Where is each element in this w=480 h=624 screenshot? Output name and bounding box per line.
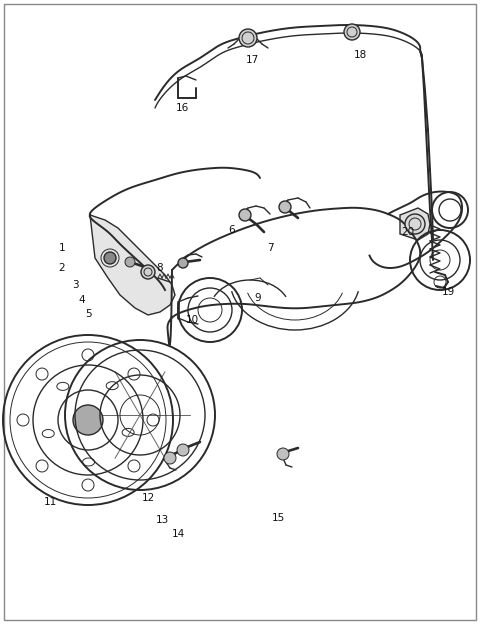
Text: 18: 18 [353,50,367,60]
Circle shape [141,265,155,279]
Circle shape [177,444,189,456]
Polygon shape [90,215,175,315]
Text: 9: 9 [255,293,261,303]
Circle shape [277,448,289,460]
Circle shape [239,29,257,47]
Circle shape [344,24,360,40]
Circle shape [405,214,425,234]
Text: 2: 2 [59,263,65,273]
Text: 1: 1 [59,243,65,253]
Text: 17: 17 [245,55,259,65]
Text: 14: 14 [171,529,185,539]
Text: 20: 20 [401,227,415,237]
Text: 15: 15 [271,513,285,523]
Text: 12: 12 [142,493,155,503]
Text: 5: 5 [84,309,91,319]
Circle shape [164,452,176,464]
Text: 13: 13 [156,515,168,525]
Circle shape [125,257,135,267]
Text: 11: 11 [43,497,57,507]
Text: 6: 6 [228,225,235,235]
Text: 8: 8 [156,263,163,273]
Text: 16: 16 [175,103,189,113]
Text: 3: 3 [72,280,78,290]
Circle shape [279,201,291,213]
Text: 4: 4 [79,295,85,305]
Text: 19: 19 [442,287,455,297]
Polygon shape [400,208,430,240]
Text: 7: 7 [267,243,273,253]
Circle shape [104,252,116,264]
Text: 10: 10 [185,315,199,325]
Circle shape [178,258,188,268]
Circle shape [73,405,103,435]
Circle shape [239,209,251,221]
